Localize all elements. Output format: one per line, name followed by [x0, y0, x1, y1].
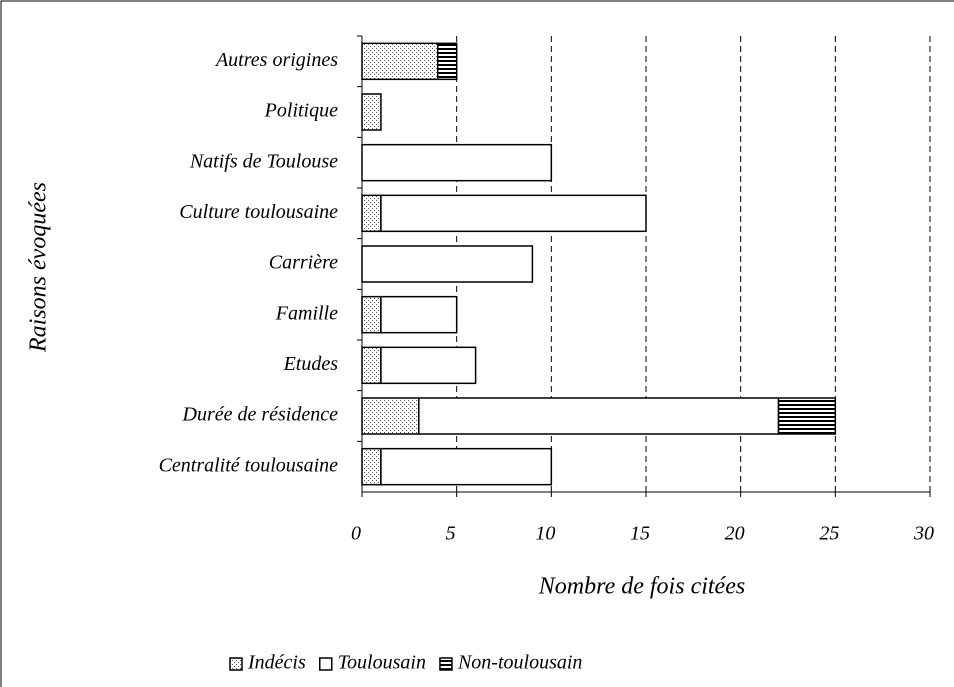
y-tick-label: Natifs de Toulouse — [189, 150, 338, 172]
bar-segment — [777, 397, 837, 435]
legend-label: Non-toulousain — [457, 652, 582, 674]
legend: Indécis Toulousain Non-toulousain — [229, 652, 582, 674]
bar-segment — [380, 194, 647, 233]
bar-segment — [361, 295, 382, 334]
bar-segment — [418, 397, 780, 435]
bar-segment — [380, 447, 553, 486]
y-tick-label: Culture toulousaine — [179, 201, 338, 223]
legend-label: Indécis — [247, 652, 306, 674]
x-tick-label: 15 — [630, 523, 650, 545]
y-tick-label: Carrière — [269, 252, 338, 274]
bar-segment — [361, 245, 534, 283]
x-tick-label: 25 — [819, 523, 839, 545]
x-tick-label: 5 — [446, 523, 456, 545]
bar-segment — [361, 397, 420, 435]
y-axis-label: Raisons évoquées — [26, 182, 52, 353]
bar-segment — [436, 42, 458, 81]
y-tick-label: Centralité toulousaine — [159, 454, 339, 476]
y-tick-label: Famille — [275, 302, 338, 324]
bar-segment — [361, 42, 439, 81]
x-tick-label: 0 — [351, 523, 361, 545]
y-tick-label: Durée de résidence — [182, 404, 339, 426]
y-tick-label: Politique — [264, 100, 338, 122]
x-tick-label: 20 — [725, 523, 745, 545]
bar-segment — [361, 346, 382, 385]
legend-swatch — [439, 657, 453, 671]
bar-segment — [380, 295, 458, 334]
bar-segment — [361, 447, 382, 486]
x-tick-label: 30 — [913, 523, 934, 545]
x-axis-label: Nombre de fois citées — [538, 574, 745, 600]
bar-segment — [361, 143, 553, 182]
legend-swatch — [229, 657, 243, 671]
bar-segment — [361, 194, 382, 233]
bar-segment — [380, 346, 477, 385]
legend-label: Toulousain — [338, 652, 426, 674]
y-tick-label: Etudes — [283, 353, 339, 375]
legend-swatch — [319, 657, 333, 671]
y-tick-label: Autres origines — [214, 49, 338, 71]
bar-segment — [361, 93, 382, 131]
x-tick-label: 10 — [535, 523, 555, 545]
